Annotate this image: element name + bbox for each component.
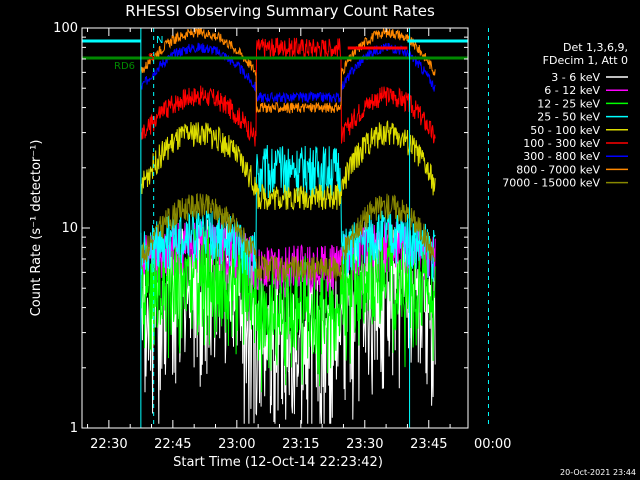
series-300-800-kev <box>140 42 436 104</box>
n-flag-label: N <box>156 35 163 46</box>
series-100-300-kev <box>140 37 436 147</box>
legend-entry-label: 300 - 800 keV <box>523 150 600 163</box>
series-line <box>140 192 436 283</box>
x-axis: 22:30 22:45 23:00 23:15 23:30 23:45 00:0… <box>87 28 511 452</box>
legend-header: FDecim 1, Att 0 <box>543 54 628 67</box>
legend: Det 1,3,6,9, FDecim 1, Att 0 3 - 6 keV6 … <box>502 41 628 190</box>
x-tick-label: 23:45 <box>410 437 447 452</box>
x-tick-label: 00:00 <box>474 437 511 452</box>
series-line <box>140 42 436 104</box>
x-axis-label: Start Time (12-Oct-14 22:23:42) <box>173 455 383 470</box>
generated-timestamp: 20-Oct-2021 23:44 <box>560 468 636 477</box>
legend-entry-label: 6 - 12 keV <box>544 84 600 97</box>
s-flag-label: S <box>148 52 154 63</box>
legend-entry-label: 100 - 300 keV <box>523 137 600 150</box>
y-tick-label: 1 <box>70 421 78 436</box>
y-axis-label: Count Rate (s⁻¹ detector⁻¹) <box>29 140 44 317</box>
x-tick-label: 22:45 <box>154 437 191 452</box>
legend-entry-label: 7000 - 15000 keV <box>502 177 600 190</box>
legend-entry-label: 12 - 25 keV <box>537 97 600 110</box>
y-tick-label: 10 <box>61 221 78 236</box>
x-tick-label: 23:00 <box>218 437 255 452</box>
series-line <box>140 144 436 282</box>
x-tick-label: 22:30 <box>90 437 127 452</box>
series-line <box>140 221 436 393</box>
series-7000-15000-kev <box>140 192 436 283</box>
legend-entry-label: 50 - 100 keV <box>530 124 600 137</box>
series-12-25-kev <box>140 221 436 393</box>
series-25-50-kev <box>140 144 436 282</box>
y-tick-label: 100 <box>53 21 78 36</box>
legend-entry-label: 3 - 6 keV <box>551 71 600 84</box>
chart-title: RHESSI Observing Summary Count Rates <box>125 2 435 20</box>
series-50-100-kev <box>140 120 436 211</box>
legend-header: Det 1,3,6,9, <box>563 41 628 54</box>
y-axis: 1 10 100 <box>53 21 468 436</box>
series-line <box>140 120 436 211</box>
flag-bars: RD6 NS <box>82 28 489 428</box>
series-line <box>140 37 436 147</box>
x-tick-label: 23:15 <box>282 437 319 452</box>
legend-entry-label: 25 - 50 keV <box>537 111 600 124</box>
data-layer: RD6 NS <box>82 27 489 428</box>
rd-flag-label: RD6 <box>114 61 135 72</box>
x-tick-label: 23:30 <box>346 437 383 452</box>
legend-entry-label: 800 - 7000 keV <box>516 163 600 176</box>
